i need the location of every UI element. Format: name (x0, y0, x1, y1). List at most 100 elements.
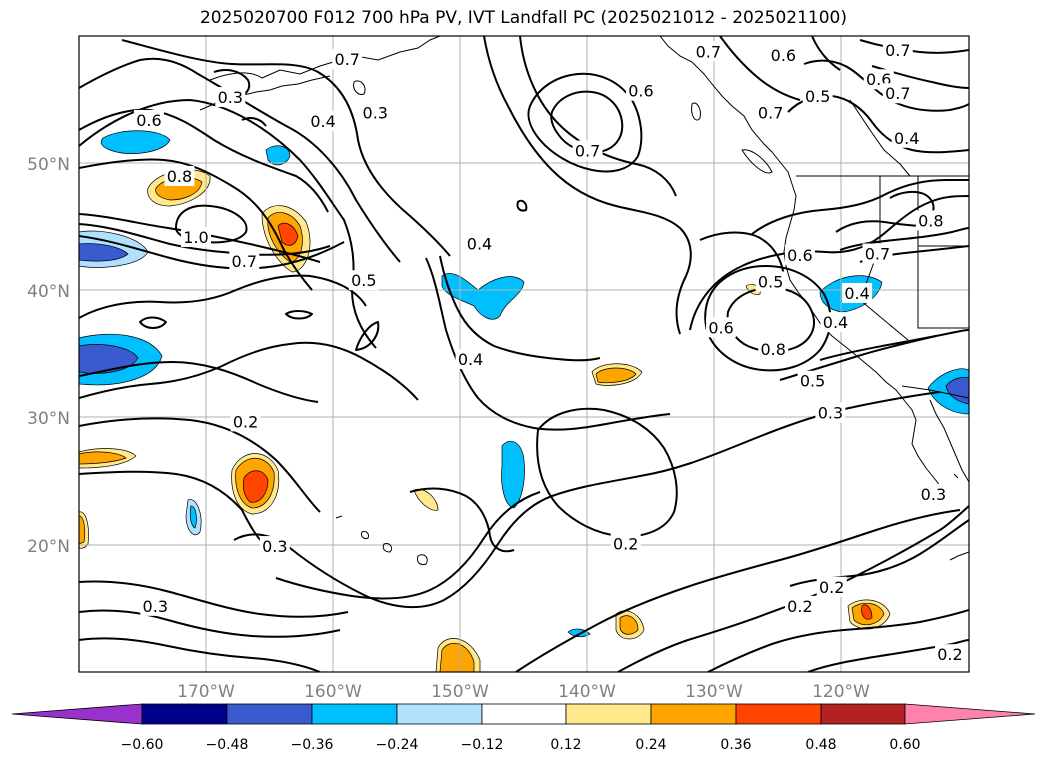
pv-contour (79, 470, 271, 551)
contour-label: 0.2 (233, 412, 258, 431)
contour-label: 0.7 (885, 41, 910, 60)
map-title: 2025020700 F012 700 hPa PV, IVT Landfall… (199, 8, 847, 28)
lat-tick-label: 20°N (27, 537, 70, 557)
contour-label: 0.3 (818, 404, 843, 423)
pv-contour (719, 36, 801, 101)
lon-tick-label: 150°W (431, 682, 489, 702)
colorbar-tick-label: 0.48 (805, 737, 836, 753)
pv-contour (889, 190, 935, 215)
contour-label-bg (915, 210, 946, 231)
contour-label: 0.3 (921, 485, 946, 504)
contour-label: 0.3 (363, 103, 388, 122)
contour-label-bg (625, 80, 656, 101)
lon-tick-label: 140°W (558, 682, 616, 702)
contour-label: 0.7 (865, 245, 890, 264)
pv-contour (699, 231, 785, 283)
contour-label-bg (918, 483, 949, 504)
pv-contour (409, 487, 515, 553)
map-plot-area: 0.3 0.4 0.3 0.7 0.6 0.8 1.0 0.7 0.5 0.4 0.4 0.6 0.7 0… (79, 36, 969, 672)
contour-label: 1.0 (183, 228, 208, 247)
pv-contour (515, 509, 961, 672)
pv-contour (536, 407, 678, 538)
island-hawaii-3 (361, 531, 369, 539)
pv-contour (79, 341, 419, 401)
pv-contour (139, 316, 167, 329)
pv-contour (275, 491, 541, 600)
island-guadalupe (953, 473, 959, 479)
contour-label: 0.5 (805, 87, 830, 106)
contour-label-bg (332, 48, 363, 69)
contour-label-bg (784, 244, 815, 265)
lat-tick-label: 30°N (27, 409, 70, 429)
ivt-patch-positive (861, 604, 873, 620)
lat-tick-label: 40°N (27, 282, 70, 302)
lon-tick-label: 170°W (177, 682, 235, 702)
contour-label-bg (755, 102, 786, 123)
pv-contour (79, 609, 341, 638)
ivt-patch-negative (100, 130, 171, 154)
contour-label: 0.3 (262, 537, 287, 556)
colorbar-tick-label: −0.36 (291, 737, 334, 753)
pv-contour (707, 609, 969, 672)
contour-label: 0.5 (351, 271, 376, 290)
contour-label: 0.6 (628, 82, 653, 101)
pv-contour (839, 227, 969, 251)
pv-contour (79, 274, 367, 319)
coastline-alaska (209, 36, 441, 81)
lon-tick-label: 130°W (685, 682, 743, 702)
pv-contour (527, 72, 643, 173)
pv-contour (79, 637, 321, 672)
contour-label: 0.5 (758, 272, 783, 291)
colorbar-tick-label: −0.12 (461, 737, 504, 753)
ivt-patch-positive (413, 488, 439, 511)
contour-label-bg (797, 370, 828, 391)
contour-label-bg (164, 165, 195, 186)
pv-contour (79, 57, 401, 263)
pv-contour (807, 639, 969, 672)
colorbar-tick-label: −0.60 (121, 737, 164, 753)
ivt-patch-positive (619, 615, 639, 635)
lat-tick-label: 50°N (27, 155, 70, 175)
contour-label-bg (259, 536, 290, 557)
contour-label: 0.8 (760, 340, 785, 359)
colorbar-bin (396, 703, 483, 725)
ivt-patch-negative (189, 505, 197, 529)
island-haida-gwaii (691, 102, 701, 121)
contour-label-bg (215, 87, 246, 108)
pv-contour (704, 265, 832, 372)
contour-label: 0.6 (708, 318, 733, 337)
contour-label: 0.7 (885, 84, 910, 103)
pv-contour (79, 417, 321, 513)
coastline-mexico-mainland (949, 551, 969, 561)
contour-label-bg (455, 349, 486, 370)
pv-contour (285, 310, 313, 320)
border-canada-provinces (849, 99, 911, 177)
contour-label-bg (308, 111, 339, 132)
pv-contour (483, 36, 692, 335)
contour-label-bg (348, 270, 379, 291)
contour-label: 0.4 (310, 112, 335, 131)
contour-label: 0.5 (800, 372, 825, 391)
contour-label-bg (820, 312, 851, 333)
contour-label-bg (180, 226, 211, 247)
lon-tick-label: 160°W (304, 682, 362, 702)
coastline-pacific-northwest (659, 36, 949, 499)
contour-label-bg (784, 595, 815, 616)
ivt-patch-positive (79, 451, 127, 465)
contour-label-bg (230, 411, 261, 432)
colorbar-bin (141, 703, 228, 725)
contour-labels: 0.3 0.4 0.3 0.7 0.6 0.8 1.0 0.7 0.5 0.4 0.4 0.6 0.7 0… (133, 39, 965, 665)
colorbar-bin (735, 703, 822, 725)
contour-label: 0.4 (844, 284, 869, 303)
pv-contour (689, 195, 969, 331)
coastlines (199, 36, 969, 565)
pv-contour (355, 321, 380, 351)
contour-label-bg (360, 102, 391, 123)
contour-label-bg (229, 251, 260, 272)
contour-label: 0.8 (918, 211, 943, 230)
colorbar-extend-left (11, 703, 143, 725)
colorbar-tick-label: 0.60 (889, 737, 920, 753)
colorbar-tick-label: 0.24 (635, 737, 666, 753)
colorbar-bin (820, 703, 906, 725)
